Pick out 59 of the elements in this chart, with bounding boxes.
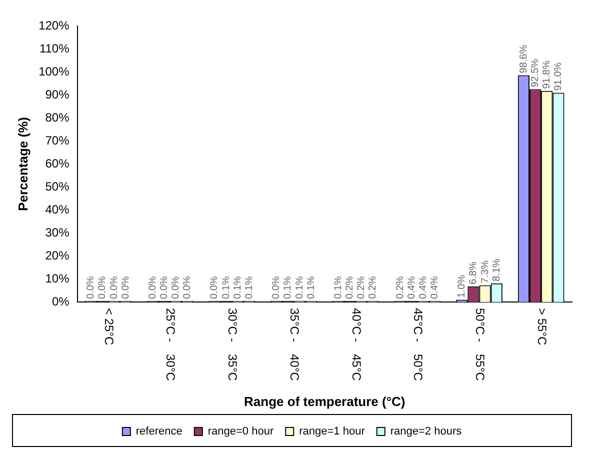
x-tick-label: 30°C - 35°C	[226, 308, 240, 382]
data-label: 0.0%	[271, 276, 282, 299]
y-tick-label: 70%	[45, 133, 70, 148]
data-label: 0.0%	[97, 276, 108, 299]
x-tick-label: 50°C - 55°C	[472, 308, 487, 382]
data-label: 0.0%	[182, 276, 194, 299]
y-tick-label: 120%	[38, 18, 70, 32]
legend-label: range=2 hours	[390, 426, 462, 438]
y-tick-label: 80%	[45, 110, 70, 124]
y-tick-label: 30%	[45, 225, 70, 240]
data-label: 0.1%	[220, 276, 232, 299]
y-tick-label: 100%	[38, 64, 70, 78]
data-label: 0.0%	[108, 276, 120, 299]
x-tick-label: 40°C - 45°C	[349, 308, 364, 382]
data-label: 0.1%	[244, 276, 256, 299]
data-label: 98.6%	[518, 44, 530, 74]
data-label: 0.1%	[306, 276, 317, 299]
x-tick-label: 35°C - 40°C	[287, 308, 302, 382]
data-label: 0.0%	[209, 276, 220, 299]
data-label: 6.8%	[468, 261, 480, 284]
y-tick-label: 40%	[45, 202, 70, 216]
y-axis-title: Percentage (%)	[15, 117, 30, 211]
data-label: 0.4%	[430, 276, 441, 299]
data-label: 8.1%	[491, 258, 502, 282]
data-label: 0.2%	[368, 276, 379, 299]
y-tick-label: 0%	[52, 294, 70, 308]
data-label: 0.1%	[282, 276, 294, 299]
data-label: 0.0%	[86, 276, 97, 299]
data-label: 0.2%	[394, 276, 406, 299]
data-label: 0.1%	[294, 276, 306, 299]
y-tick-label: 60%	[45, 156, 70, 170]
x-tick-label: 45°C - 50°C	[411, 308, 426, 382]
y-tick-label: 90%	[45, 87, 70, 102]
data-label: 0.4%	[418, 276, 429, 299]
data-label: 0.2%	[344, 276, 356, 299]
data-label: 1.0%	[456, 274, 468, 298]
y-tick-label: 50%	[45, 179, 70, 194]
data-label: 0.0%	[170, 276, 182, 299]
x-tick-label: < 25°C	[102, 308, 116, 346]
data-label: 0.0%	[159, 276, 170, 299]
data-label: 92.5%	[530, 58, 542, 88]
legend-label: reference	[136, 426, 182, 438]
legend-label: range=1 hour	[299, 426, 366, 438]
data-label: 7.3%	[480, 260, 491, 284]
y-tick-label: 20%	[45, 248, 70, 262]
data-label: 91.8%	[542, 60, 553, 89]
x-tick-label: > 55°C	[534, 308, 549, 346]
data-label: 91.0%	[553, 62, 564, 91]
data-label: 0.0%	[147, 276, 158, 299]
data-label: 0.1%	[232, 276, 244, 299]
data-label: 0.4%	[406, 276, 418, 299]
x-axis-title: Range of temperature (°C)	[244, 394, 406, 409]
data-label: 0.0%	[120, 276, 132, 299]
y-tick-label: 10%	[45, 271, 70, 286]
data-label: 0.1%	[332, 276, 344, 299]
x-tick-label: 25°C - 30°C	[164, 308, 178, 382]
y-tick-label: 110%	[39, 41, 70, 56]
legend-label: range=0 hour	[208, 426, 274, 438]
data-label: 0.2%	[356, 276, 368, 299]
